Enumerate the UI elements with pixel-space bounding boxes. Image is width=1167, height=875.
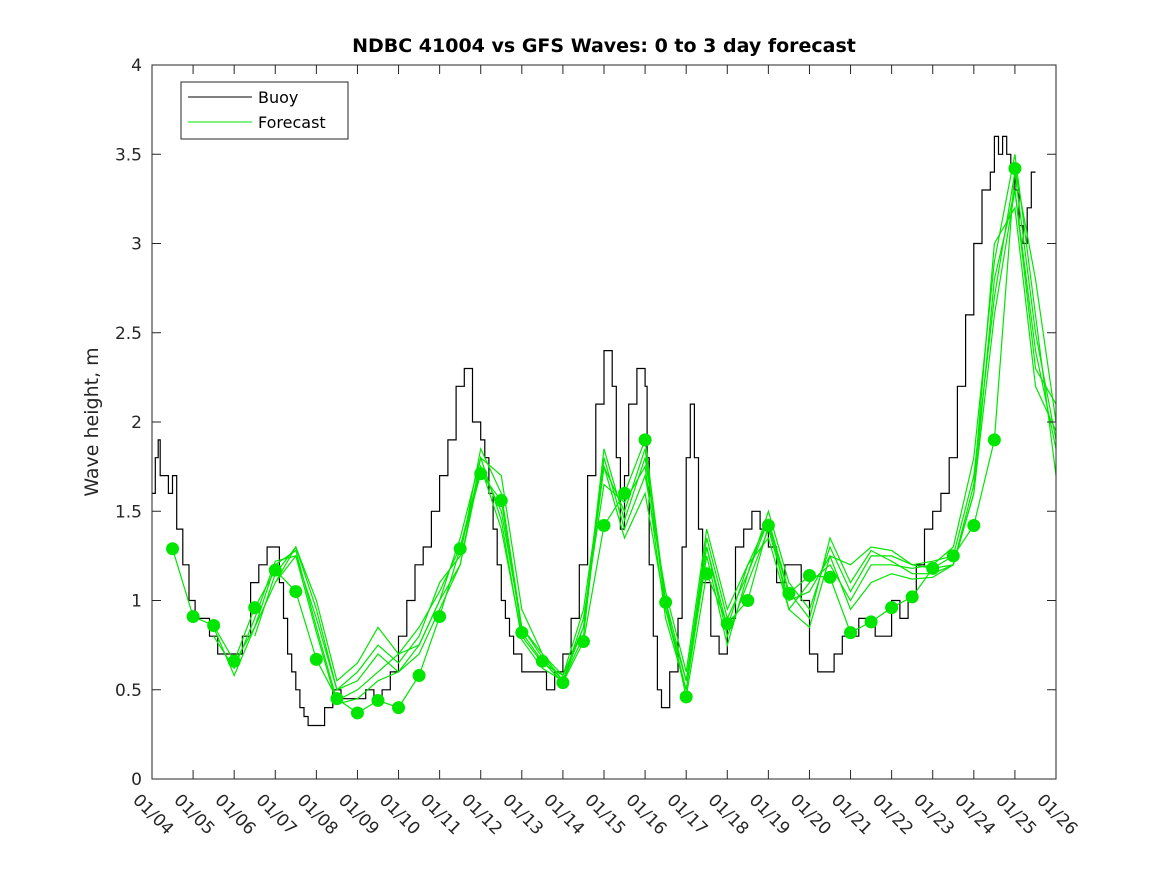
forecast-point: [618, 487, 631, 500]
forecast-point: [351, 706, 364, 719]
forecast-point: [454, 542, 467, 555]
forecast-point: [885, 601, 898, 614]
forecast-point: [248, 601, 261, 614]
forecast-point: [803, 569, 816, 582]
forecast-point: [1008, 162, 1021, 175]
forecast-point: [741, 594, 754, 607]
forecast-point: [330, 692, 343, 705]
plot-area: [152, 65, 1056, 779]
y-tick-label: 1.5: [115, 502, 142, 522]
forecast-point: [844, 626, 857, 639]
forecast-point: [762, 519, 775, 532]
forecast-point: [187, 610, 200, 623]
forecast-point: [824, 571, 837, 584]
forecast-point: [906, 590, 919, 603]
y-axis-label: Wave height, m: [81, 347, 103, 496]
y-tick-label: 2.5: [115, 324, 142, 344]
forecast-point: [556, 676, 569, 689]
forecast-point: [947, 549, 960, 562]
forecast-point: [967, 519, 980, 532]
forecast-point: [782, 587, 795, 600]
forecast-point: [515, 626, 528, 639]
forecast-point: [310, 653, 323, 666]
chart: 00.511.522.533.5401/0401/0501/0601/0701/…: [0, 0, 1167, 875]
y-tick-label: 4: [131, 56, 142, 76]
forecast-point: [536, 655, 549, 668]
forecast-point: [700, 567, 713, 580]
forecast-point: [865, 615, 878, 628]
forecast-point: [721, 617, 734, 630]
forecast-point: [372, 694, 385, 707]
forecast-point: [289, 585, 302, 598]
forecast-point: [598, 519, 611, 532]
legend-label-buoy: Buoy: [258, 88, 298, 107]
forecast-point: [269, 564, 282, 577]
forecast-point: [166, 542, 179, 555]
forecast-point: [988, 433, 1001, 446]
chart-title: NDBC 41004 vs GFS Waves: 0 to 3 day fore…: [352, 35, 856, 57]
forecast-point: [433, 610, 446, 623]
forecast-point: [577, 635, 590, 648]
y-tick-label: 0: [131, 770, 142, 790]
y-tick-label: 1: [131, 592, 142, 612]
y-tick-label: 2: [131, 413, 142, 433]
forecast-point: [680, 690, 693, 703]
forecast-point: [659, 596, 672, 609]
legend-label-forecast: Forecast: [258, 113, 326, 132]
y-tick-label: 0.5: [115, 681, 142, 701]
y-tick-label: 3.5: [115, 145, 142, 165]
forecast-point: [926, 562, 939, 575]
forecast-point: [639, 433, 652, 446]
forecast-point: [474, 467, 487, 480]
legend: Buoy Forecast: [181, 82, 348, 139]
y-tick-label: 3: [131, 235, 142, 255]
forecast-point: [392, 701, 405, 714]
forecast-point: [207, 619, 220, 632]
forecast-point: [413, 669, 426, 682]
forecast-point: [495, 494, 508, 507]
forecast-point: [228, 655, 241, 668]
